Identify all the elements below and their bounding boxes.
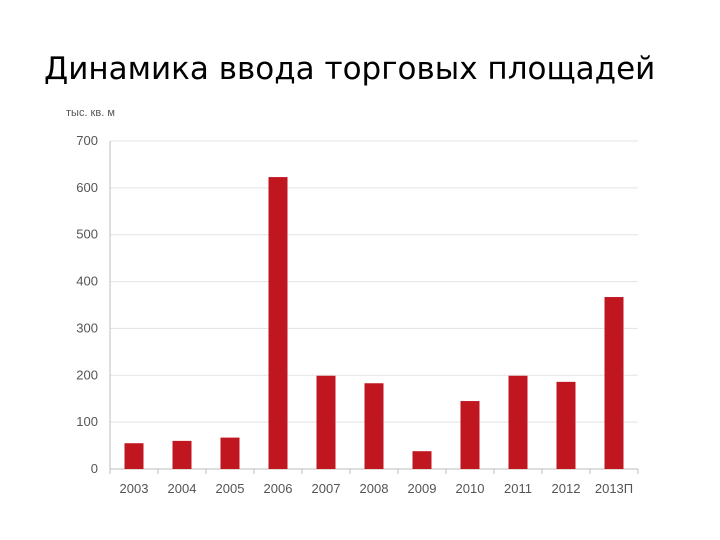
x-tick-labels: 2003 2004 2005 2006 2007 2008 2009 2010 2011 2012…	[120, 481, 634, 496]
bar-2004	[172, 440, 192, 469]
x-tick-label: 2012	[552, 481, 581, 496]
y-tick-label: 700	[76, 133, 98, 148]
bar-2008	[364, 383, 384, 469]
x-tick-label: 2013П	[595, 481, 633, 496]
x-tick-label: 2006	[264, 481, 293, 496]
y-axis-unit-label: тыс. кв. м	[66, 107, 115, 119]
grid-lines	[110, 140, 638, 423]
y-tick-label: 100	[76, 414, 98, 429]
x-tick-label: 2005	[216, 481, 245, 496]
y-tick-label: 0	[91, 461, 98, 476]
bar-2003	[124, 443, 144, 469]
y-tick-label: 400	[76, 274, 98, 289]
y-tick-label: 200	[76, 367, 98, 382]
x-tick-label: 2010	[456, 481, 485, 496]
slide-title: Динамика ввода торговых площадей	[44, 51, 656, 87]
x-tick-label: 2009	[408, 481, 437, 496]
y-tick-labels: 0 100 200 300 400 500 600 700	[76, 133, 98, 476]
x-tick-label: 2004	[168, 481, 197, 496]
bar-2012	[556, 381, 576, 469]
bars	[124, 177, 624, 469]
x-tick-label: 2011	[504, 481, 532, 496]
x-tick-label: 2003	[120, 481, 149, 496]
bar-2007	[316, 375, 336, 469]
bar-2011	[508, 375, 528, 469]
bar-2005	[220, 437, 240, 469]
y-tick-label: 500	[76, 227, 98, 242]
bar-2006	[268, 177, 288, 469]
y-tick-label: 600	[76, 180, 98, 195]
bar-2010	[460, 401, 480, 469]
bar-2009	[412, 451, 432, 469]
bar-2013П	[604, 297, 624, 469]
x-tick-label: 2007	[312, 481, 341, 496]
x-tick-label: 2008	[360, 481, 389, 496]
y-tick-label: 300	[76, 320, 98, 335]
